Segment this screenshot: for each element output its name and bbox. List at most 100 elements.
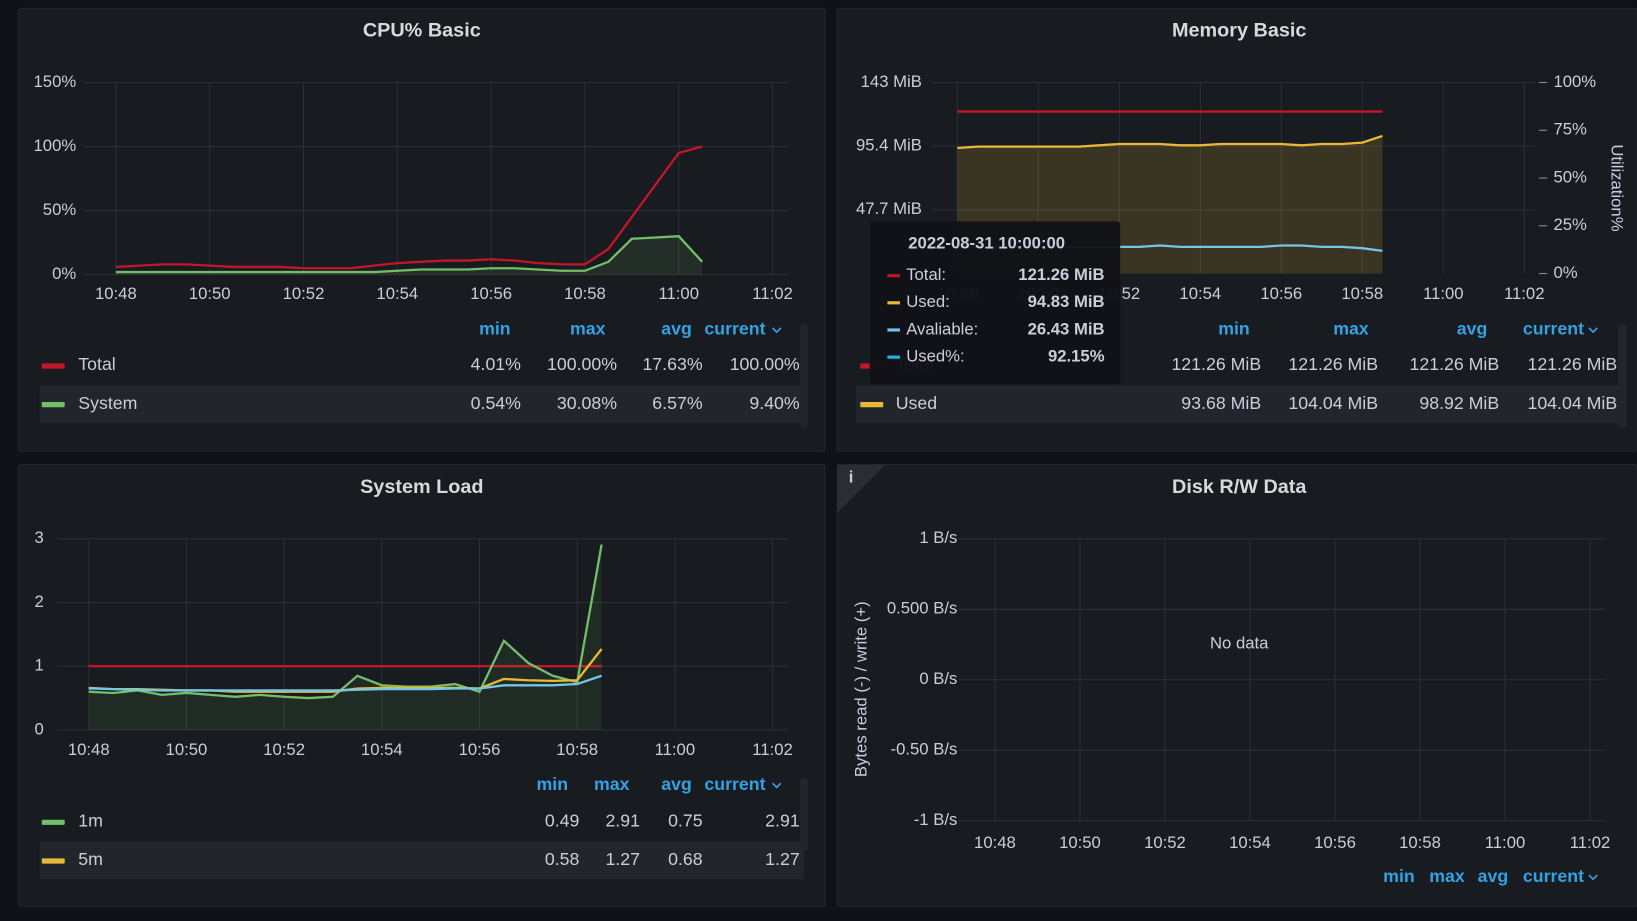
tooltip-swatch	[887, 355, 900, 359]
y2-tick-label: 25%	[1553, 215, 1587, 234]
tooltip-value: 26.43 MiB	[1028, 319, 1105, 338]
y-tick-label: 47.7 MiB	[856, 199, 922, 218]
panel	[18, 7, 826, 452]
legend-swatch	[41, 363, 65, 369]
legend-value: 0.58	[545, 849, 580, 869]
series-area	[88, 544, 602, 730]
y-tick-label: 50%	[43, 200, 77, 219]
legend-value: 1.27	[605, 849, 640, 869]
charts: CPU% Basic 0% 50% 100% 150% 10:48 10:50 10:52 10…	[34, 20, 1627, 886]
x-tick-label: 11:02	[752, 284, 793, 303]
legend-swatch	[41, 858, 65, 864]
tooltip-swatch	[887, 328, 900, 332]
scrollbar[interactable]	[1618, 323, 1627, 429]
y2-tick-label: 0%	[1553, 263, 1577, 282]
legend-header: current	[704, 774, 765, 794]
tooltip-value: 94.83 MiB	[1028, 292, 1105, 311]
tooltip-name: Total:	[906, 265, 946, 284]
y-tick-label: -0.50 B/s	[891, 740, 958, 759]
tooltip-value: 92.15%	[1048, 347, 1105, 366]
legend-header: max	[1429, 866, 1465, 886]
legend-header: max	[570, 319, 606, 339]
series-line	[88, 674, 602, 692]
tooltip-title: 2022-08-31 10:00:00	[908, 234, 1065, 253]
legend-header: avg	[1457, 319, 1488, 339]
tooltip-value: 121.26 MiB	[1018, 265, 1104, 284]
x-tick-label: 10:58	[556, 740, 598, 759]
legend-swatch	[41, 819, 65, 825]
legend-value: 0.49	[545, 810, 580, 830]
x-tick-label: 10:54	[1179, 284, 1221, 303]
x-tick-label: 10:54	[376, 284, 418, 303]
y-tick-label: 100%	[34, 136, 77, 155]
x-tick-label: 10:52	[283, 284, 325, 303]
x-tick-label: 10:50	[166, 740, 208, 759]
tooltip-swatch	[887, 274, 900, 278]
legend-header: max	[594, 774, 630, 794]
legend-header: min	[537, 774, 569, 794]
x-tick-label: 10:56	[1314, 833, 1356, 852]
legend-row	[39, 841, 804, 880]
x-tick-label: 10:50	[189, 284, 231, 303]
legend-value: 104.04 MiB	[1527, 393, 1617, 413]
legend-name: Used	[896, 393, 937, 413]
legend-value: 0.68	[668, 849, 703, 869]
x-tick-label: 10:48	[68, 740, 110, 759]
y-tick-label: -1 B/s	[914, 810, 958, 829]
tooltip	[869, 221, 1121, 385]
legend-value: 0.75	[668, 810, 703, 830]
legend-header: min	[479, 319, 511, 339]
x-tick-label: 10:58	[564, 284, 606, 303]
legend-row	[856, 385, 1619, 423]
legend-swatch	[41, 402, 65, 408]
legend-value: 17.63%	[642, 354, 702, 374]
legend-value: 121.26 MiB	[1527, 354, 1617, 374]
legend-header: avg	[661, 319, 692, 339]
legend-value: 104.04 MiB	[1288, 393, 1378, 413]
x-tick-label: 10:50	[1059, 833, 1101, 852]
panel-title: Memory Basic	[1172, 20, 1306, 42]
x-tick-label: 11:00	[1485, 833, 1526, 852]
legend-value: 4.01%	[471, 354, 522, 374]
y-axis-label: Bytes read (-) / write (+)	[852, 601, 871, 777]
legend-value: 1.27	[765, 849, 800, 869]
legend-value: 9.40%	[749, 393, 800, 413]
x-tick-label: 10:48	[974, 833, 1016, 852]
sort-chevron	[771, 327, 782, 334]
series-line	[957, 134, 1383, 150]
scrollbar[interactable]	[799, 777, 809, 852]
sort-chevron	[1588, 327, 1598, 334]
legend-value: 30.08%	[557, 393, 617, 413]
legend-value: 121.26 MiB	[1171, 354, 1261, 374]
x-tick-label: 10:58	[1341, 284, 1383, 303]
y-tick-label: 150%	[34, 72, 77, 91]
panel-title: CPU% Basic	[363, 20, 481, 42]
tooltip-name: Used%:	[906, 347, 964, 366]
legend-header: min	[1218, 319, 1250, 339]
legend-header: min	[1383, 866, 1415, 886]
panel	[836, 464, 1637, 907]
legend-name: 1m	[78, 810, 103, 830]
legend-value: 100.00%	[547, 354, 617, 374]
x-tick-label: 11:02	[752, 740, 793, 759]
panel-title: Disk R/W Data	[1172, 476, 1307, 498]
y-tick-label: 1 B/s	[919, 528, 957, 547]
no-data: No data	[1210, 634, 1269, 653]
legend-header: current	[704, 319, 765, 339]
x-tick-label: 10:54	[1229, 833, 1271, 852]
series-area	[115, 236, 703, 275]
x-tick-label: 10:52	[1144, 833, 1186, 852]
x-tick-label: 10:48	[95, 284, 137, 303]
x-tick-label: 11:00	[1423, 284, 1464, 303]
x-tick-label: 10:56	[459, 740, 501, 759]
legend-value: 2.91	[605, 810, 640, 830]
y-tick-label: 143 MiB	[861, 72, 922, 91]
legend-name: Total	[78, 354, 115, 374]
y-tick-label: 2	[35, 592, 44, 611]
series-line	[88, 544, 603, 700]
legend-name: 5m	[78, 849, 103, 869]
y2-tick-label: 50%	[1553, 167, 1587, 186]
y-tick-label: 0%	[52, 264, 76, 283]
series-line	[115, 235, 704, 274]
